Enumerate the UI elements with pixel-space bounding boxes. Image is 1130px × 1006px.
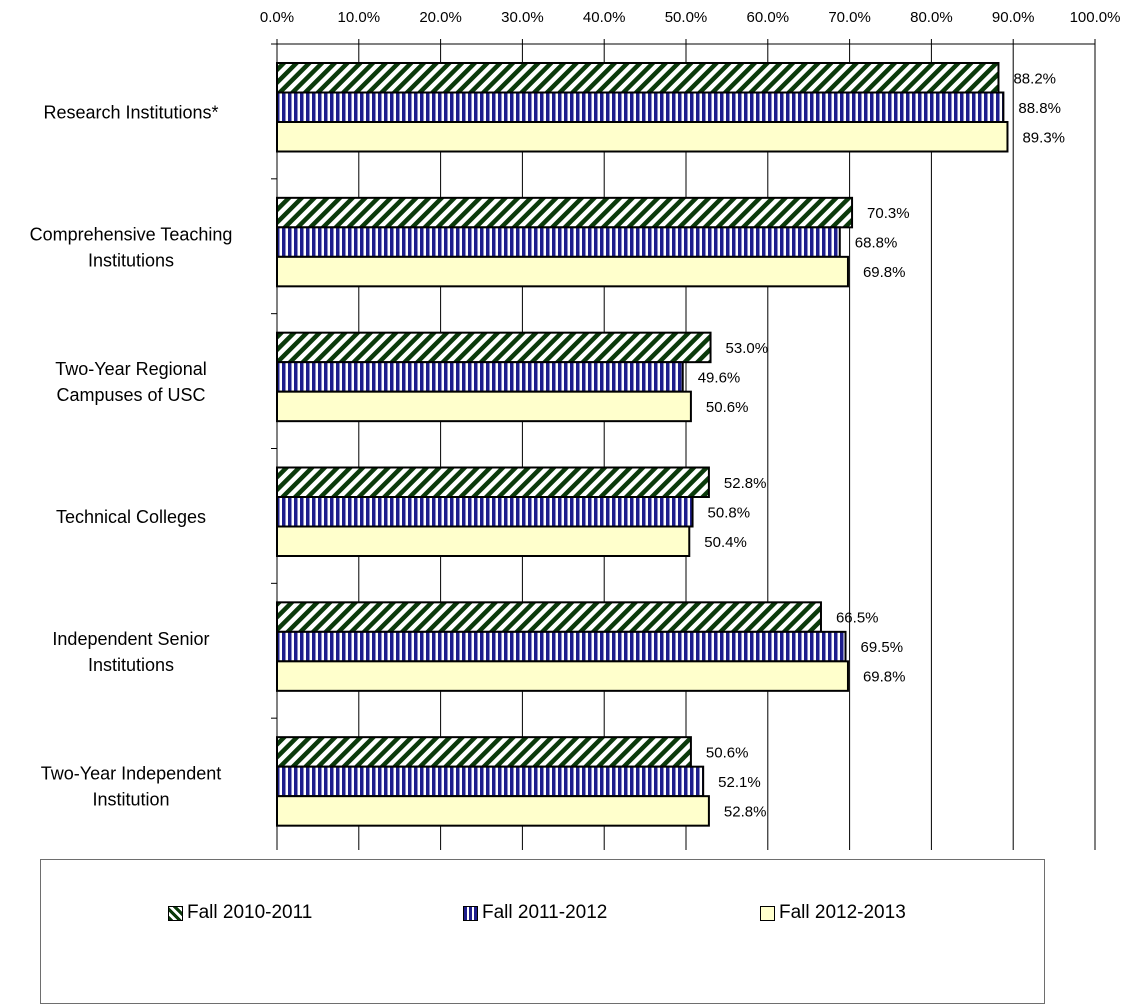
x-tick-label: 50.0% bbox=[665, 9, 708, 26]
bar-series-2 bbox=[276, 765, 705, 798]
data-label: 66.5% bbox=[836, 610, 879, 627]
bar-series-1 bbox=[276, 331, 712, 364]
bar-series-2 bbox=[276, 361, 684, 393]
x-tick-label: 70.0% bbox=[828, 9, 871, 26]
legend-label: Fall 2010-2011 bbox=[187, 902, 313, 923]
y-category-label: Independent Senior Institutions bbox=[52, 629, 209, 675]
x-tick-label: 80.0% bbox=[910, 9, 953, 26]
x-tick-label: 30.0% bbox=[501, 9, 544, 26]
x-tick-label: 10.0% bbox=[338, 9, 381, 26]
bar-series-2 bbox=[276, 91, 1005, 123]
x-tick-label: 0.0% bbox=[260, 9, 294, 26]
data-label: 49.6% bbox=[698, 369, 741, 386]
y-category-label: Technical Colleges bbox=[56, 507, 206, 527]
data-label: 70.3% bbox=[867, 205, 910, 222]
data-label: 50.8% bbox=[708, 504, 751, 521]
data-label: 50.4% bbox=[704, 534, 747, 551]
data-label: 69.5% bbox=[861, 639, 904, 656]
data-label: 89.3% bbox=[1022, 129, 1065, 146]
y-category-label: Two-Year Regional Campuses of USC bbox=[55, 359, 206, 405]
bar-series-3 bbox=[276, 390, 692, 423]
bars bbox=[276, 62, 1009, 827]
bar-chart-plot: 0.0% 10.0% 20.0% 30.0% 40.0% 50.0% 60.0% 70.0% 8… bbox=[30, 9, 1121, 854]
data-label: 50.6% bbox=[706, 399, 749, 416]
data-label: 69.8% bbox=[863, 669, 906, 686]
y-category-label: Two-Year Independent Institution bbox=[41, 764, 221, 810]
bar-series-2 bbox=[276, 226, 841, 258]
y-category-label: Research Institutions* bbox=[43, 102, 218, 122]
x-tick-label: 20.0% bbox=[419, 9, 462, 26]
data-label: 53.0% bbox=[726, 340, 769, 357]
bar-series-3 bbox=[276, 255, 849, 288]
bar-series-1 bbox=[276, 466, 710, 498]
axes: 0.0% 10.0% 20.0% 30.0% 40.0% 50.0% 60.0% 70.0% 8… bbox=[30, 9, 1121, 854]
x-tick-label: 40.0% bbox=[583, 9, 626, 26]
diagonal-hatch-swatch-icon bbox=[168, 905, 183, 921]
legend-label: Fall 2012-2013 bbox=[779, 902, 906, 923]
data-label: 88.2% bbox=[1013, 70, 1056, 87]
data-label: 52.8% bbox=[724, 475, 767, 492]
legend-item-fall-2012-2013: Fall 2012-2013 bbox=[760, 902, 906, 924]
legend-item-fall-2010-2011: Fall 2010-2011 bbox=[168, 902, 312, 924]
bar-series-1 bbox=[276, 196, 854, 229]
data-label: 68.8% bbox=[855, 235, 898, 252]
legend-item-fall-2011-2012: Fall 2011-2012 bbox=[463, 902, 607, 924]
x-tick-label: 90.0% bbox=[992, 9, 1035, 26]
legend-label: Fall 2011-2012 bbox=[482, 902, 608, 923]
data-label: 88.8% bbox=[1018, 100, 1061, 117]
bar-series-3 bbox=[276, 525, 691, 557]
bar-series-3 bbox=[276, 121, 1009, 153]
data-label: 52.8% bbox=[724, 803, 767, 820]
data-label: 52.1% bbox=[718, 774, 761, 791]
bar-series-1 bbox=[276, 601, 822, 633]
data-labels: 88.2% 70.3% 53.0% 52.8% 66.5% 50.6% 88.8% 68.8%… bbox=[698, 70, 1065, 820]
bar-series-2 bbox=[276, 630, 847, 663]
gridlines bbox=[358, 44, 1096, 853]
bar-series-2 bbox=[276, 496, 694, 528]
data-label: 50.6% bbox=[706, 744, 749, 761]
bar-series-3 bbox=[276, 660, 849, 692]
bar-series-1 bbox=[276, 62, 1000, 94]
bar-series-3 bbox=[276, 795, 710, 827]
plain-cream-swatch-icon bbox=[760, 905, 775, 921]
legend: Fall 2010-2011 Fall 2011-2012 Fall 2012-… bbox=[40, 859, 1045, 1004]
y-category-label: Comprehensive Teaching Institutions bbox=[30, 224, 233, 270]
x-tick-label: 100.0% bbox=[1070, 9, 1121, 26]
vertical-stripe-swatch-icon bbox=[463, 905, 478, 921]
x-tick-label: 60.0% bbox=[747, 9, 790, 26]
bar-series-1 bbox=[276, 736, 692, 768]
data-label: 69.8% bbox=[863, 264, 906, 281]
